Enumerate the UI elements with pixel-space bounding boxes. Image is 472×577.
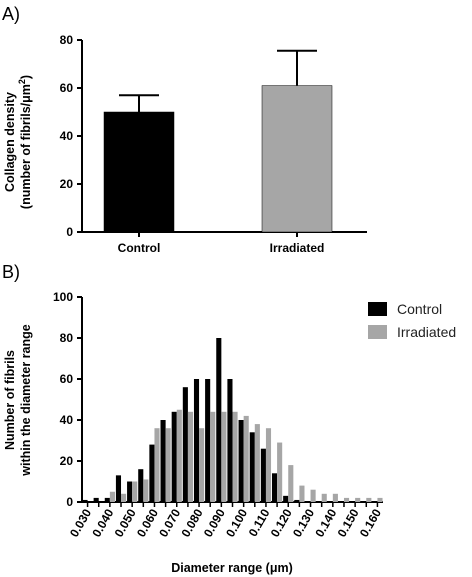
panel-a-bar — [103, 111, 175, 233]
panel-b-xtick-label: 0.130 — [290, 506, 317, 539]
panel-b-bar-control — [294, 499, 300, 502]
panel-a-ytick-label: 40 — [60, 129, 74, 143]
panel-b-ytick-label: 0 — [66, 495, 73, 509]
panel-b-plot: 0204060801000.0300.0400.0500.0600.0700.0… — [53, 290, 384, 540]
panel-b-bar-irradiated — [254, 424, 260, 502]
panel-b-bar-control — [283, 495, 289, 502]
panel-a-bar — [261, 85, 333, 233]
panel-b-bar-control — [182, 387, 188, 502]
panel-b-bar-irradiated — [321, 493, 327, 502]
panel-b-legend-swatch — [368, 325, 387, 339]
panel-b-bar-irradiated — [299, 485, 305, 502]
panel-b-ytick-label: 80 — [60, 331, 74, 345]
panel-b-bar-control — [138, 469, 144, 502]
panel-b-xtick-label: 0.040 — [89, 506, 116, 539]
panel-b-bar-control — [149, 444, 155, 502]
panel-b-bar-irradiated — [187, 411, 194, 502]
panel-b-legend-swatch — [368, 302, 387, 316]
panel-b-xtick-label: 0.160 — [357, 506, 384, 539]
panel-a-plot: 0 20 40 60 80 Control Irradiated — [60, 33, 367, 255]
panel-b-xtick-label: 0.140 — [312, 506, 339, 539]
panel-b-bar-control — [93, 497, 99, 502]
panel-b-bar-irradiated — [165, 428, 171, 502]
panel-a-label: A) — [2, 4, 20, 24]
panel-b-bar-irradiated — [176, 409, 182, 502]
panel-b-bar-control — [193, 379, 200, 502]
panel-b-ylabel-line1: Number of fibrils — [3, 350, 17, 450]
panel-b-bar-control — [127, 481, 133, 502]
panel-b-ytick-label: 100 — [53, 290, 73, 304]
panel-b-bar-irradiated — [221, 411, 227, 502]
panel-b-bar-control — [238, 420, 244, 502]
panel-b-ytick-label: 40 — [60, 413, 74, 427]
panel-a: A) Collagen density (number of fibrils/μ… — [2, 4, 367, 255]
panel-a-ylabel-line2: (number of fibrils/μm2) — [17, 75, 33, 209]
panel-b-bar-irradiated — [366, 497, 372, 502]
panel-b-bar-control — [205, 379, 211, 502]
panel-b-bar-control — [227, 379, 233, 502]
panel-b-bar-control — [82, 499, 88, 502]
panel-b-bar-irradiated — [310, 489, 316, 502]
panel-b-bar-irradiated — [210, 411, 216, 502]
panel-b-label: B) — [2, 262, 20, 282]
panel-a-ytick-label: 0 — [66, 225, 73, 239]
panel-b: B) Number of fibrils within the diameter… — [2, 262, 456, 575]
panel-b-xtick-label: 0.030 — [67, 506, 94, 539]
panel-a-ylabel: Collagen density (number of fibrils/μm2) — [3, 75, 33, 209]
panel-a-ylabel-sup: 2 — [17, 79, 27, 84]
panel-a-xtick-label: Control — [118, 241, 161, 255]
panel-b-bar-control — [171, 411, 177, 502]
panel-b-bar-irradiated — [277, 442, 283, 502]
panel-b-xtick-label: 0.120 — [268, 506, 295, 539]
panel-b-bar-irradiated — [121, 493, 127, 502]
panel-b-xtick-label: 0.100 — [223, 506, 250, 539]
panel-b-xtick-label: 0.090 — [201, 506, 228, 539]
panel-b-legend-label: Irradiated — [397, 324, 456, 340]
panel-b-legend: Control Irradiated — [368, 301, 456, 340]
panel-b-ylabel: Number of fibrils within the diameter ra… — [3, 324, 33, 476]
panel-b-bar-irradiated — [243, 415, 249, 502]
panel-b-xtick-label: 0.060 — [134, 506, 161, 539]
panel-b-bar-irradiated — [109, 491, 115, 502]
panel-b-bar-control — [216, 338, 222, 502]
panel-b-ytick-label: 20 — [60, 454, 74, 468]
panel-b-bar-control — [249, 432, 255, 502]
panel-a-ytick-label: 80 — [60, 33, 74, 47]
panel-b-xtick-label: 0.080 — [179, 506, 206, 539]
panel-a-ytick-label: 60 — [60, 81, 74, 95]
panel-b-bar-control — [160, 420, 166, 502]
panel-b-legend-label: Control — [397, 301, 442, 317]
panel-b-xtick-label: 0.070 — [156, 506, 183, 539]
panel-b-bar-irradiated — [377, 497, 383, 502]
panel-b-bar-control — [271, 473, 278, 502]
panel-b-bar-control — [104, 497, 110, 502]
panel-b-bar-irradiated — [132, 481, 138, 502]
panel-b-ylabel-line2: within the diameter range — [19, 324, 33, 476]
panel-b-ytick-label: 60 — [60, 372, 74, 386]
panel-b-bar-irradiated — [154, 428, 160, 502]
panel-b-bar-irradiated — [143, 479, 149, 502]
panel-b-xtick-label: 0.150 — [335, 506, 362, 539]
panel-b-bar-irradiated — [232, 411, 238, 502]
panel-b-bar-control — [115, 475, 122, 502]
panel-a-xtick-label: Irradiated — [270, 241, 325, 255]
panel-b-bar-irradiated — [332, 493, 338, 502]
panel-b-bar-irradiated — [199, 428, 205, 502]
panel-b-bar-irradiated — [355, 497, 361, 502]
panel-b-bar-irradiated — [265, 428, 272, 502]
panel-b-xlabel: Diameter range (μm) — [171, 561, 293, 575]
panel-b-xtick-label: 0.050 — [112, 506, 139, 539]
panel-b-bar-irradiated — [288, 465, 294, 502]
panel-b-bar-control — [260, 448, 266, 502]
panel-a-ylabel-line1: Collagen density — [3, 92, 17, 192]
panel-a-ytick-label: 20 — [60, 177, 74, 191]
panel-b-bar-irradiated — [343, 497, 350, 502]
panel-a-ylabel-close: ) — [19, 75, 33, 79]
panel-a-ylabel-main: (number of fibrils/μm — [19, 84, 33, 209]
